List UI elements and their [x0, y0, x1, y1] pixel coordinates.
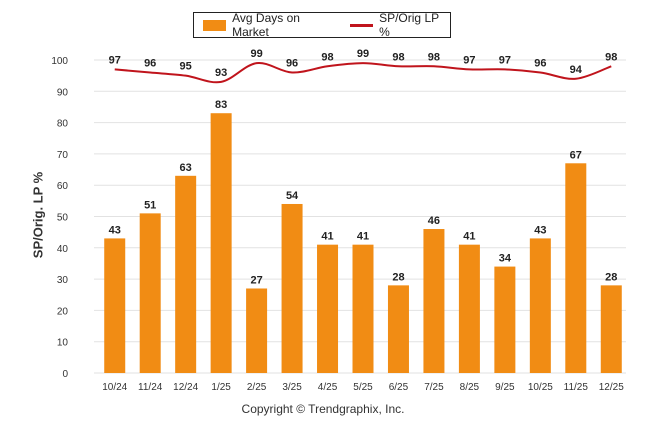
- y-tick-label: 10: [57, 338, 69, 349]
- bar-data-labels: 43 51 63 83 27 54 41 41 28 46 41 34 43 67 28: [109, 99, 618, 286]
- x-tick-label: 12/25: [599, 382, 624, 393]
- y-tick-label: 80: [57, 119, 69, 130]
- bar-value-label: 41: [463, 231, 475, 243]
- y-tick-label: 70: [57, 150, 69, 161]
- line-value-label: 98: [392, 51, 404, 63]
- y-tick-label: 0: [62, 369, 68, 380]
- copyright-text: Copyright © Trendgraphix, Inc.: [241, 402, 405, 416]
- line-value-label: 97: [499, 54, 511, 66]
- line-value-label: 94: [570, 64, 583, 76]
- line-value-label: 99: [250, 48, 262, 60]
- legend-swatch-line: [350, 23, 374, 27]
- bar-value-label: 43: [109, 224, 121, 236]
- y-tick-label: 20: [57, 306, 69, 317]
- bar: [139, 213, 161, 373]
- line-value-label: 93: [215, 67, 227, 79]
- legend-swatch-bar: [203, 19, 227, 31]
- bar-value-label: 67: [570, 149, 582, 161]
- bar: [423, 229, 445, 373]
- bar: [494, 266, 516, 373]
- y-tick-label: 50: [57, 213, 69, 224]
- x-tick-label: 6/25: [389, 382, 409, 393]
- x-axis-ticks: 10/24 11/24 12/24 1/25 2/25 3/25 4/25 5/25 6/25 7…: [102, 382, 624, 393]
- x-tick-label: 10/24: [102, 382, 127, 393]
- x-tick-label: 8/25: [460, 382, 480, 393]
- line-value-label: 98: [428, 51, 440, 63]
- y-tick-label: 40: [57, 244, 69, 255]
- line-value-label: 99: [357, 48, 369, 60]
- line-value-label: 96: [144, 58, 156, 70]
- bar: [387, 285, 409, 373]
- bar-series: [104, 113, 622, 374]
- bar-value-label: 34: [499, 253, 512, 265]
- legend-item-bar[interactable]: Avg Days on Market: [194, 11, 336, 39]
- line-value-label: 98: [605, 51, 617, 63]
- y-tick-label: 90: [57, 87, 69, 98]
- x-tick-label: 11/25: [564, 382, 589, 393]
- bar-value-label: 63: [180, 162, 192, 174]
- line-value-label: 96: [534, 58, 546, 70]
- legend-label-bar: Avg Days on Market: [232, 11, 300, 39]
- x-tick-label: 9/25: [495, 382, 515, 393]
- bar: [210, 113, 232, 374]
- legend-label-line: SP/Orig LP %: [379, 11, 439, 39]
- bar-value-label: 41: [357, 231, 369, 243]
- bar-value-label: 54: [286, 190, 299, 202]
- y-tick-label: 100: [51, 56, 68, 67]
- x-tick-label: 4/25: [318, 382, 338, 393]
- y-tick-label: 30: [57, 275, 69, 286]
- bar: [458, 244, 480, 373]
- bar: [104, 238, 126, 373]
- bar: [175, 175, 197, 373]
- bar: [529, 238, 551, 373]
- x-tick-label: 11/24: [138, 382, 163, 393]
- y-axis-ticks: 0 10 20 30 40 50 60 70 80 90 100: [51, 56, 68, 380]
- bar: [352, 244, 374, 373]
- line-value-label: 96: [286, 58, 298, 70]
- bar: [565, 163, 587, 373]
- x-tick-label: 3/25: [282, 382, 302, 393]
- x-tick-label: 7/25: [424, 382, 444, 393]
- line-value-label: 95: [180, 61, 192, 73]
- bar-value-label: 28: [605, 271, 617, 283]
- line-value-label: 97: [109, 54, 121, 66]
- bar-value-label: 83: [215, 99, 227, 111]
- x-tick-label: 2/25: [247, 382, 267, 393]
- bar-value-label: 28: [392, 271, 404, 283]
- line-value-label: 97: [463, 54, 475, 66]
- legend: Avg Days on Market SP/Orig LP %: [193, 11, 451, 39]
- line-data-labels: 97 96 95 93 99 96 98 99 98 98 97 97 96 94 98: [109, 48, 618, 79]
- x-tick-label: 1/25: [211, 382, 231, 393]
- x-tick-label: 12/24: [173, 382, 198, 393]
- line-series: [114, 62, 612, 84]
- bar-value-label: 27: [250, 274, 262, 286]
- bar-value-label: 41: [321, 231, 333, 243]
- x-tick-label: 10/25: [528, 382, 553, 393]
- legend-item-line[interactable]: SP/Orig LP %: [336, 11, 450, 39]
- x-tick-label: 5/25: [353, 382, 373, 393]
- bar: [281, 203, 303, 373]
- bar: [317, 244, 339, 373]
- line-value-label: 98: [321, 51, 333, 63]
- bar: [246, 288, 268, 373]
- y-axis-label: SP/Orig. LP %: [30, 171, 46, 259]
- y-tick-label: 60: [57, 181, 69, 192]
- bar-value-label: 46: [428, 215, 440, 227]
- bar: [600, 285, 622, 373]
- bar-value-label: 43: [534, 224, 546, 236]
- bar-value-label: 51: [144, 199, 156, 211]
